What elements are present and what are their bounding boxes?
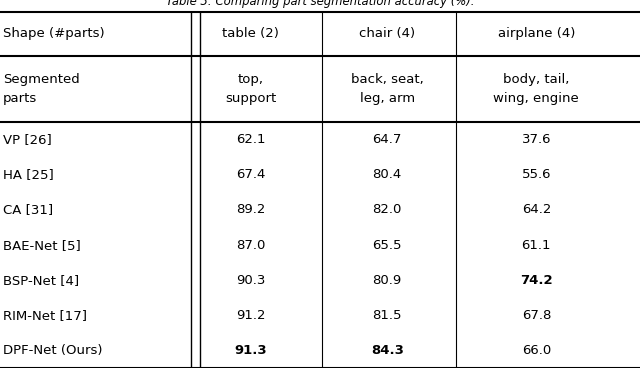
Text: 67.8: 67.8 — [522, 309, 551, 322]
Text: 82.0: 82.0 — [372, 204, 402, 216]
Text: 84.3: 84.3 — [371, 344, 404, 357]
Text: chair (4): chair (4) — [359, 27, 415, 40]
Text: BAE-Net [5]: BAE-Net [5] — [3, 238, 81, 252]
Text: parts: parts — [3, 92, 38, 105]
Text: body, tail,: body, tail, — [503, 73, 570, 86]
Text: 55.6: 55.6 — [522, 168, 551, 181]
Text: 64.2: 64.2 — [522, 204, 551, 216]
Text: 80.9: 80.9 — [372, 274, 402, 287]
Text: Shape (#parts): Shape (#parts) — [3, 27, 105, 40]
Text: back, seat,: back, seat, — [351, 73, 424, 86]
Text: 74.2: 74.2 — [520, 274, 552, 287]
Text: RIM-Net [17]: RIM-Net [17] — [3, 309, 87, 322]
Text: 90.3: 90.3 — [236, 274, 266, 287]
Text: 66.0: 66.0 — [522, 344, 551, 357]
Text: support: support — [225, 92, 276, 105]
Text: CA [31]: CA [31] — [3, 204, 53, 216]
Text: 67.4: 67.4 — [236, 168, 266, 181]
Text: DPF-Net (Ours): DPF-Net (Ours) — [3, 344, 102, 357]
Text: 81.5: 81.5 — [372, 309, 402, 322]
Text: 87.0: 87.0 — [236, 238, 266, 252]
Text: 65.5: 65.5 — [372, 238, 402, 252]
Text: top,: top, — [238, 73, 264, 86]
Text: Table 3: Comparing part segmentation accuracy (%).: Table 3: Comparing part segmentation acc… — [166, 0, 474, 8]
Text: BSP-Net [4]: BSP-Net [4] — [3, 274, 79, 287]
Text: HA [25]: HA [25] — [3, 168, 54, 181]
Text: Segmented: Segmented — [3, 73, 80, 86]
Text: airplane (4): airplane (4) — [498, 27, 575, 40]
Text: 64.7: 64.7 — [372, 133, 402, 146]
Text: 37.6: 37.6 — [522, 133, 551, 146]
Text: 61.1: 61.1 — [522, 238, 551, 252]
Text: 91.2: 91.2 — [236, 309, 266, 322]
Text: 62.1: 62.1 — [236, 133, 266, 146]
Text: wing, engine: wing, engine — [493, 92, 579, 105]
Text: 89.2: 89.2 — [236, 204, 266, 216]
Text: leg, arm: leg, arm — [360, 92, 415, 105]
Text: table (2): table (2) — [223, 27, 279, 40]
Text: 91.3: 91.3 — [235, 344, 267, 357]
Text: VP [26]: VP [26] — [3, 133, 52, 146]
Text: 80.4: 80.4 — [372, 168, 402, 181]
